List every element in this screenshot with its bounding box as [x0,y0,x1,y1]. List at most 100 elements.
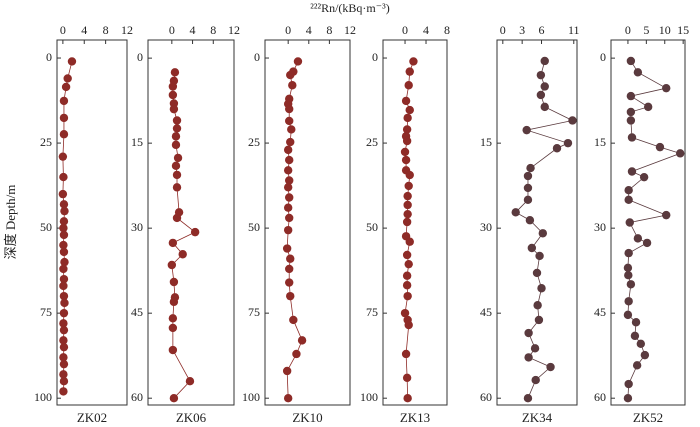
data-point [404,81,413,90]
data-point [401,349,411,359]
data-point [524,353,533,362]
data-point [169,277,179,287]
data-point [59,325,69,335]
data-point [190,227,200,237]
x-tick-label: 8 [103,23,109,37]
data-point [185,376,195,386]
plot-frame [496,39,578,406]
data-point [282,366,292,376]
y-tick-label: 15 [480,135,492,149]
data-point [626,91,636,101]
data-point [285,116,294,126]
x-tick-label: 10 [659,23,671,37]
y-tick-label: 0 [254,50,260,64]
data-point [283,225,293,235]
data-point [171,140,181,150]
plot-frame [610,39,686,406]
data-point [526,163,535,173]
data-point [67,57,77,66]
x-tick-label: 15 [677,23,689,37]
data-point [623,310,633,320]
x-tick-label: 0 [402,23,408,37]
data-point [511,208,520,217]
data-point [402,125,412,134]
data-point [534,315,544,325]
data-point [536,70,546,80]
y-tick-label: 25 [40,135,52,149]
data-point [59,359,69,369]
data-point [533,301,542,310]
data-point [59,281,68,291]
x-tick-label: 4 [423,23,429,37]
data-point [60,206,69,216]
data-point [169,297,179,307]
data-point [58,189,68,199]
data-point [630,331,640,341]
data-point [532,268,542,278]
x-axis-label: ²²²Rn/(kBq·m⁻³) [310,1,389,15]
data-point [626,56,636,66]
data-point [401,155,411,165]
data-point [170,68,180,77]
data-point [400,147,410,157]
plot-frame [147,39,235,406]
data-point [405,170,414,180]
y-tick-label: 30 [480,220,492,234]
data-point [624,379,633,389]
data-point [171,161,181,171]
x-tick-label: 4 [306,23,312,37]
x-tick-label: 0 [169,23,175,37]
data-point [285,264,294,274]
data-point [168,82,178,91]
x-tick-label: 0 [285,23,291,37]
data-point [59,319,68,328]
y-tick-label: 0 [46,50,52,64]
data-point [59,336,68,345]
data-point [523,171,533,181]
data-point [655,142,665,152]
data-point [523,195,533,205]
data-point [59,291,69,301]
data-point [409,57,418,66]
data-point [172,116,182,125]
data-point [59,96,69,106]
data-point [403,191,412,201]
y-tick-label: 75 [40,305,52,319]
x-tick-label: 3 [519,23,525,37]
data-point [289,315,298,325]
data-point [527,243,537,253]
data-point [167,260,177,270]
data-point [627,167,637,176]
data-point [404,181,413,191]
data-point [292,349,301,359]
data-point [624,195,633,205]
y-tick-label: 15 [594,135,606,149]
data-point [633,234,643,243]
data-point [402,136,412,146]
y-axis-label: 深度 Depth/m [3,185,18,260]
data-point [59,387,68,396]
data-point [626,280,636,289]
data-point [286,254,295,263]
data-point [283,166,293,175]
data-point [59,172,68,182]
data-point [400,308,410,318]
y-tick-label: 100 [242,390,260,404]
data-point [285,176,294,185]
data-point [535,251,544,261]
panel-title: ZK06 [176,410,207,425]
data-point [623,393,633,403]
data-point [59,264,68,274]
data-point [402,250,412,260]
data-point [59,230,69,240]
x-tick-label: 12 [344,23,356,37]
data-point [624,185,633,195]
data-point [59,370,68,379]
data-point [288,81,297,90]
data-point [58,152,68,161]
y-tick-label: 75 [248,305,260,319]
data-point [169,104,179,114]
data-point [285,213,294,223]
data-point [59,223,68,233]
